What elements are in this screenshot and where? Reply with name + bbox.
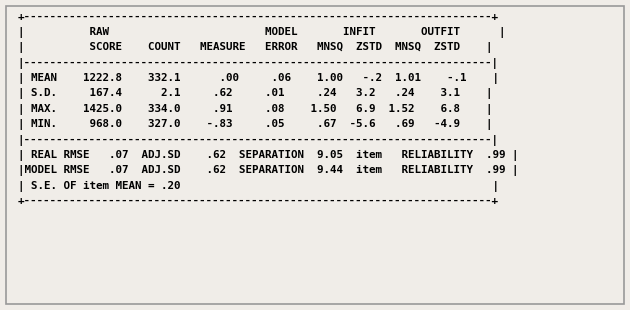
Text: +------------------------------------------------------------------------+
|    : +---------------------------------------…	[18, 12, 518, 206]
